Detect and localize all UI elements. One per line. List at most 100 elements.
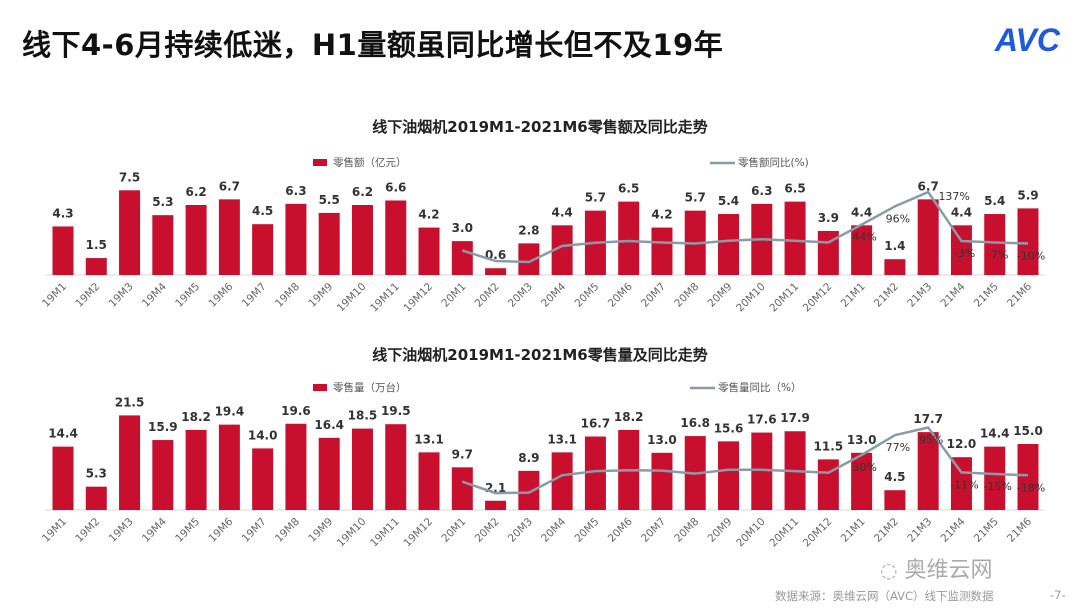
x-tick-label: 21M4	[939, 280, 968, 309]
x-tick-label: 21M3	[905, 516, 934, 545]
bar-data-label: 3.0	[452, 221, 473, 235]
bar-data-label: 15.9	[148, 420, 178, 434]
bar	[751, 432, 773, 510]
bar-data-label: 8.9	[518, 451, 539, 465]
bar	[218, 199, 240, 275]
wechat-icon: ◌	[880, 558, 898, 582]
bar	[485, 268, 507, 275]
bar	[318, 437, 340, 510]
bar	[152, 440, 174, 510]
bar	[518, 470, 540, 510]
bar-data-label: 19.4	[215, 405, 245, 419]
bar	[252, 448, 274, 510]
bar	[451, 467, 473, 510]
x-tick-label: 21M5	[972, 281, 1001, 310]
wechat-watermark: ◌ 奥维云网	[880, 556, 992, 585]
bar-data-label: 3.9	[818, 211, 839, 225]
bar-data-label: 4.5	[884, 470, 905, 484]
bar-data-label: 6.7	[219, 179, 240, 193]
x-tick-label: 19M3	[107, 516, 136, 545]
bar-data-label: 5.9	[1017, 188, 1038, 202]
bar-data-label: 13.0	[647, 433, 677, 447]
bar	[418, 227, 440, 275]
bar	[152, 215, 174, 275]
legend-line-label: 零售量同比（%）	[718, 381, 801, 394]
x-tick-label: 20M1	[439, 281, 468, 310]
bar-data-label: 19.5	[381, 404, 411, 418]
bar-data-label: 2.8	[518, 223, 539, 237]
x-tick-label: 20M10	[734, 281, 768, 315]
x-tick-label: 20M2	[473, 516, 502, 545]
x-tick-label: 21M2	[872, 281, 901, 310]
legend-bar-label: 零售量（万台）	[333, 381, 407, 394]
x-tick-label: 19M1	[40, 516, 69, 545]
bar	[551, 225, 573, 275]
x-tick-label: 19M1	[40, 281, 69, 310]
bar-data-label: 18.5	[348, 409, 378, 423]
bar-data-label: 13.1	[414, 432, 444, 446]
bar-data-label: 5.4	[984, 194, 1005, 208]
wechat-watermark-text: 奥维云网	[904, 558, 993, 583]
bar	[85, 258, 107, 275]
x-tick-label: 20M9	[706, 281, 735, 310]
chart-title: 线下油烟机2019M1-2021M6零售量及同比走势	[372, 346, 707, 364]
bar-data-label: 6.7	[918, 179, 939, 193]
bar	[817, 459, 839, 510]
bar	[385, 200, 407, 275]
bar	[285, 203, 307, 275]
x-tick-label: 21M4	[939, 515, 968, 544]
x-tick-label: 20M12	[801, 281, 835, 315]
bar	[984, 446, 1006, 510]
bar-data-label: 5.4	[718, 194, 739, 208]
x-tick-label: 20M1	[439, 516, 468, 545]
bar	[651, 227, 673, 275]
bar-data-label: 16.4	[314, 418, 344, 432]
bar-data-label: 6.3	[751, 184, 772, 198]
yoy-data-label: -3%	[954, 247, 975, 260]
yoy-data-label: 137%	[938, 190, 969, 203]
bar-data-label: 4.4	[552, 205, 573, 219]
bar	[85, 486, 107, 510]
bar-data-label: 5.5	[319, 193, 340, 207]
yoy-data-label: -18%	[1017, 481, 1045, 494]
x-tick-label: 21M5	[972, 516, 1001, 545]
legend-bar-label: 零售额（亿元）	[333, 156, 407, 169]
yoy-data-label: 96%	[886, 212, 910, 225]
x-tick-label: 20M4	[539, 280, 568, 309]
bar-data-label: 18.2	[614, 410, 644, 424]
bar-data-label: 17.7	[913, 412, 943, 426]
bar	[385, 424, 407, 510]
x-tick-label: 21M1	[839, 281, 868, 310]
x-tick-label: 19M9	[306, 516, 335, 545]
bar	[851, 452, 873, 510]
bar	[917, 199, 939, 275]
bar-data-label: 6.5	[784, 182, 805, 196]
bar-data-label: 14.4	[980, 427, 1010, 441]
x-tick-label: 20M6	[606, 515, 635, 544]
x-tick-label: 21M6	[1005, 515, 1034, 544]
bar	[884, 259, 906, 275]
bar-data-label: 4.3	[52, 206, 73, 220]
x-tick-label: 21M6	[1005, 280, 1034, 309]
x-tick-label: 20M11	[767, 281, 801, 315]
bar	[351, 428, 373, 510]
x-tick-label: 19M10	[335, 281, 369, 315]
x-tick-label: 20M3	[506, 516, 535, 545]
bar-data-label: 1.4	[884, 239, 905, 253]
yoy-data-label: 95%	[919, 434, 943, 447]
bar	[950, 225, 972, 275]
page-number: -7-	[1050, 588, 1066, 602]
bar	[285, 423, 307, 510]
x-tick-label: 21M3	[905, 281, 934, 310]
yoy-data-label: -15%	[984, 480, 1012, 493]
x-tick-label: 19M7	[240, 516, 269, 545]
bar-data-label: 14.4	[48, 427, 78, 441]
bar	[485, 500, 507, 510]
bar-data-label: 17.9	[780, 411, 810, 425]
x-tick-label: 20M5	[572, 281, 601, 310]
bar	[451, 241, 473, 275]
x-tick-label: 20M12	[801, 516, 835, 550]
bar-data-label: 11.5	[814, 439, 844, 453]
avc-logo: AVC	[994, 22, 1060, 58]
slide-title: 线下4-6月持续低迷，H1量额虽同比增长但不及19年	[22, 28, 724, 62]
